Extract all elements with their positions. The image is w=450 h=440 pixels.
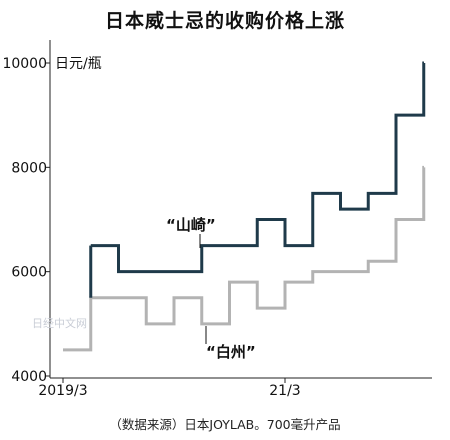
- watermark: 日经中文网: [32, 316, 87, 330]
- series-hakushu-line: [63, 165, 426, 352]
- y-tick-label: 6000: [11, 265, 47, 281]
- series-label-hakushu: “白州”: [206, 343, 256, 361]
- series-yamazaki-line: [90, 61, 426, 274]
- x-tick-label: 2019/3: [38, 383, 87, 399]
- x-tick-label: 21/3: [269, 383, 300, 399]
- series-label-yamazaki: “山崎”: [166, 216, 216, 234]
- axes: 4000 6000 8000 10000 日元/瓶 2019/3 21/3 日经中文网: [2, 40, 432, 399]
- series-group: [63, 61, 426, 352]
- labels-group: “山崎” “白州”: [166, 216, 256, 361]
- chart-title: 日本威士忌的收购价格上涨: [104, 10, 345, 32]
- y-tick-label: 8000: [11, 160, 47, 176]
- y-tick-label: 4000: [11, 369, 47, 385]
- source-note: （数据来源）日本JOYLAB。700毫升产品: [109, 417, 341, 432]
- y-tick-label: 10000: [2, 56, 47, 72]
- y-axis-unit: 日元/瓶: [55, 56, 102, 72]
